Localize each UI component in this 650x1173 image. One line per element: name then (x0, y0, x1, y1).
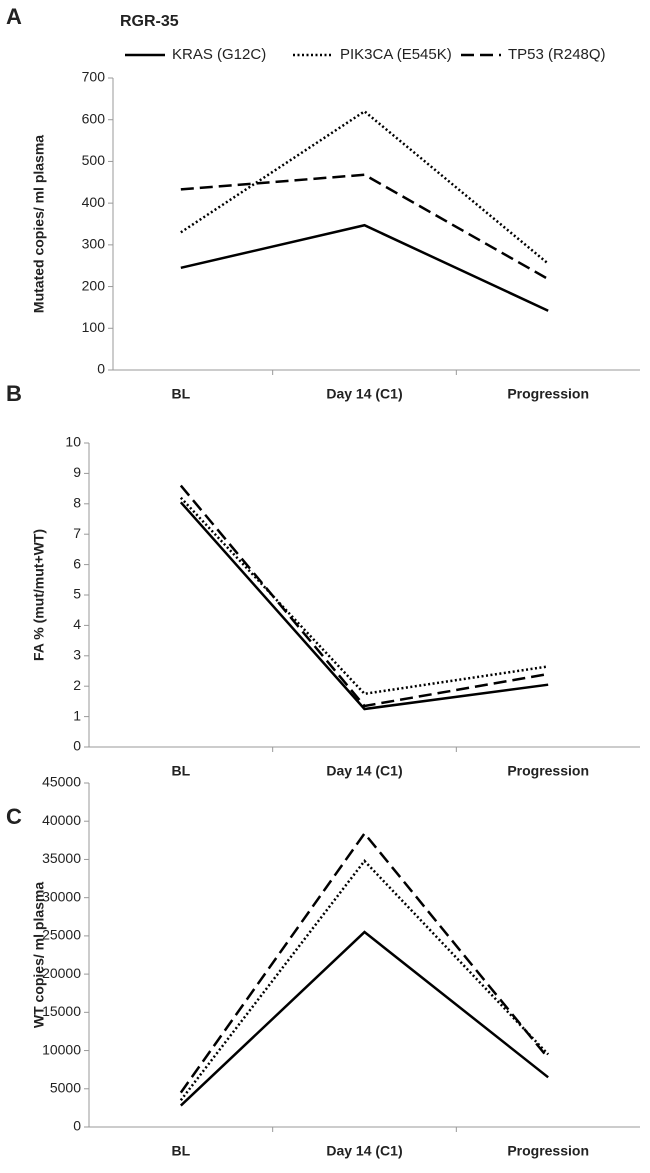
y-tick-label: 40000 (42, 812, 81, 828)
y-tick-label: 25000 (42, 927, 81, 943)
x-tick-label: BL (171, 386, 190, 402)
y-tick-label: 7 (73, 525, 81, 541)
y-tick-label: 10000 (42, 1041, 81, 1057)
series-line (179, 501, 549, 711)
y-tick-label: 5 (73, 586, 81, 602)
y-tick-label: 100 (82, 319, 106, 335)
series-line (180, 223, 549, 312)
y-axis-label: Mutated copies/ ml plasma (31, 135, 47, 313)
y-tick-label: 9 (73, 464, 81, 480)
y-tick-label: 4 (73, 616, 81, 632)
x-tick-label: Day 14 (C1) (326, 1143, 402, 1159)
y-tick-label: 700 (82, 69, 106, 85)
series-line (179, 484, 549, 708)
y-axis-label: FA % (mut/mut+WT) (31, 529, 47, 661)
y-tick-label: 6 (73, 555, 81, 571)
y-tick-label: 300 (82, 236, 106, 252)
y-tick-label: 200 (82, 277, 106, 293)
panel-label: C (6, 804, 22, 829)
y-tick-label: 0 (97, 361, 105, 377)
y-tick-label: 1 (73, 707, 81, 723)
series-line (179, 859, 550, 1102)
y-tick-label: 20000 (42, 965, 81, 981)
x-tick-label: Day 14 (C1) (326, 763, 402, 779)
x-tick-label: Progression (507, 763, 589, 779)
x-tick-label: BL (171, 763, 190, 779)
series-line (179, 831, 550, 1094)
panel-label: B (6, 381, 22, 406)
x-tick-label: BL (171, 1143, 190, 1159)
chart-title: RGR-35 (120, 13, 179, 30)
x-tick-label: Progression (507, 386, 589, 402)
x-tick-label: Progression (507, 1143, 589, 1159)
y-tick-label: 8 (73, 495, 81, 511)
series-line (180, 109, 549, 265)
y-tick-label: 30000 (42, 888, 81, 904)
y-tick-label: 2 (73, 677, 81, 693)
y-tick-label: 45000 (42, 774, 81, 790)
legend-label: KRAS (G12C) (172, 46, 266, 63)
panel-label: A (6, 4, 22, 29)
y-tick-label: 0 (73, 738, 81, 754)
y-tick-label: 3 (73, 647, 81, 663)
series-line (179, 496, 549, 696)
y-tick-label: 600 (82, 110, 106, 126)
y-tick-label: 400 (82, 194, 106, 210)
y-tick-label: 15000 (42, 1003, 81, 1019)
y-tick-label: 35000 (42, 850, 81, 866)
y-tick-label: 5000 (50, 1079, 81, 1095)
legend-label: PIK3CA (E545K) (340, 46, 452, 63)
y-axis-label: WT copies/ ml plasma (31, 882, 47, 1028)
series-line (179, 930, 549, 1107)
y-tick-label: 500 (82, 152, 106, 168)
y-tick-label: 0 (73, 1118, 81, 1134)
x-tick-label: Day 14 (C1) (326, 386, 402, 402)
y-tick-label: 10 (65, 434, 81, 450)
series-line (180, 173, 549, 281)
legend-label: TP53 (R248Q) (508, 46, 606, 63)
